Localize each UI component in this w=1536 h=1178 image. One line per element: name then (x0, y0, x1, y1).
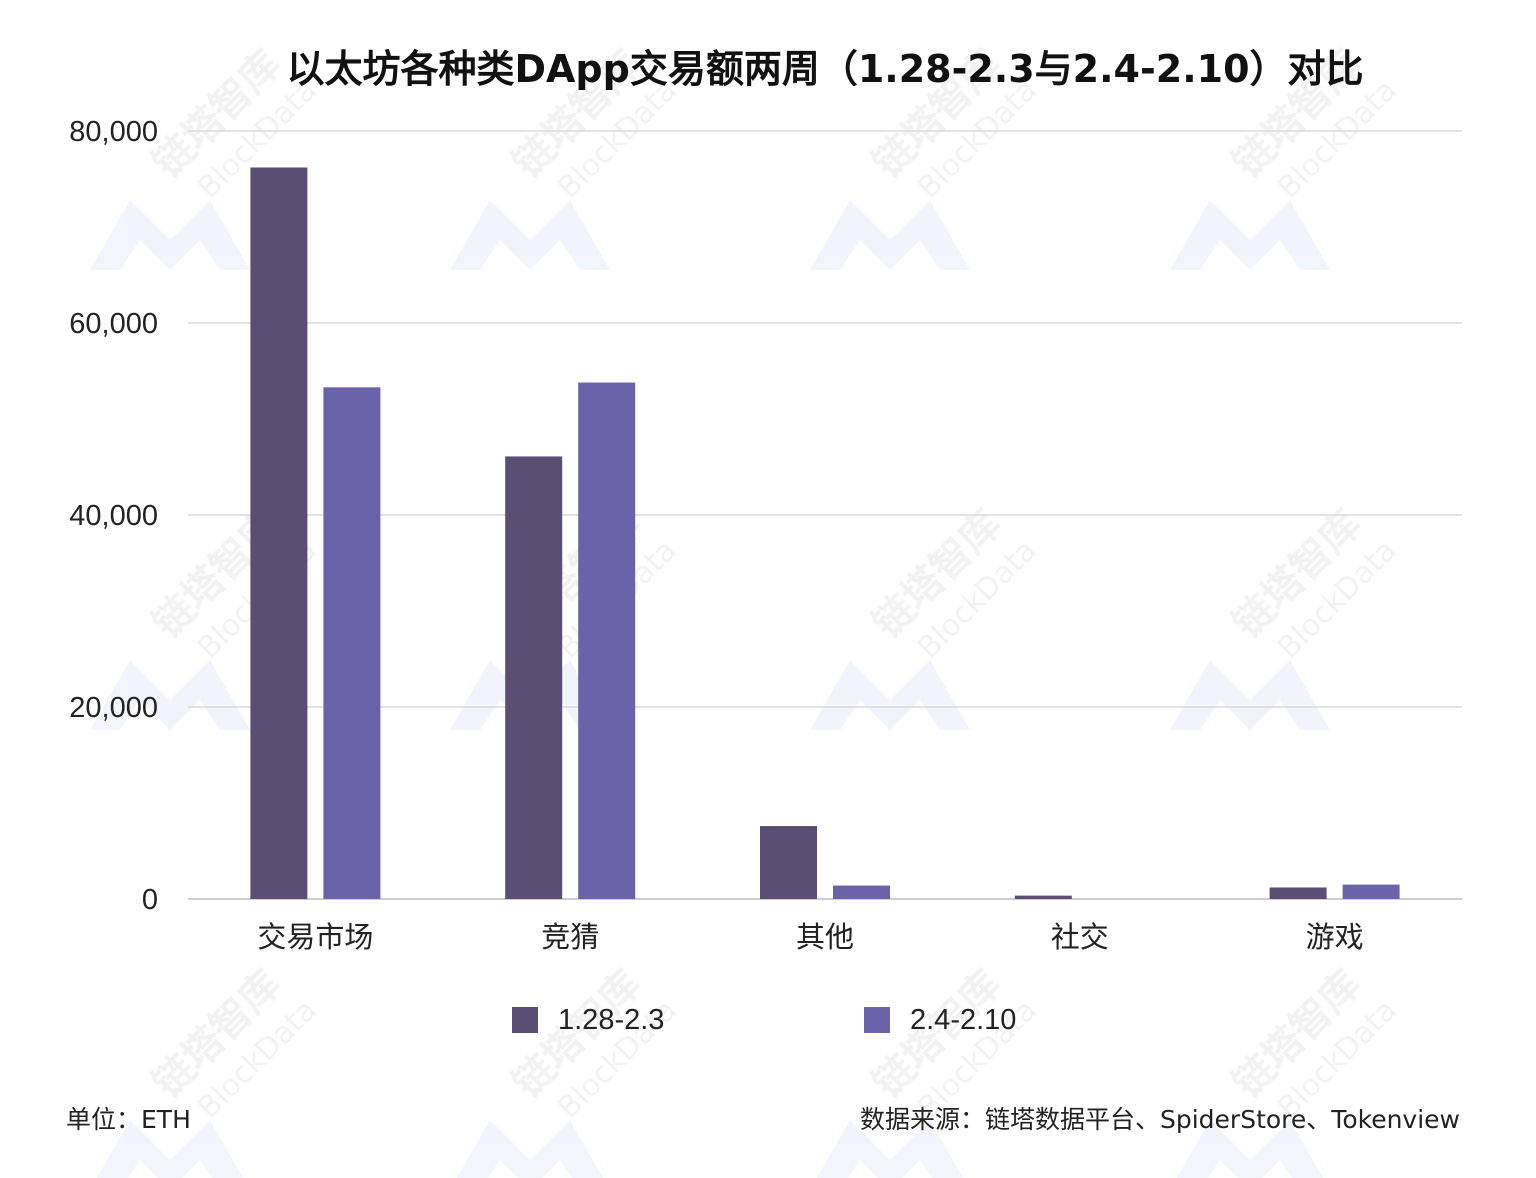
bar-1-3 (1014, 895, 1072, 899)
bar-1-0 (250, 167, 308, 900)
y-tick-label: 20,000 (69, 692, 158, 724)
bar-chart: 0 20,000 40,000 60,000 80,000 交易市场 竞猜 其他 社交 游戏 (69, 116, 1462, 954)
x-tick-label: 游戏 (1306, 920, 1364, 954)
source-note: 数据来源：链塔数据平台、SpiderStore、Tokenview (860, 1105, 1460, 1134)
chart-title: 以太坊各种类DApp交易额两周（1.28-2.3与2.4-2.10）对比 (286, 47, 1364, 91)
legend-item-series-1: 1.28-2.3 (512, 1000, 664, 1040)
legend-swatch-series-1 (512, 1007, 538, 1033)
bar-2-2 (833, 885, 890, 899)
bar-1-1 (505, 456, 563, 899)
bar-1-2 (760, 826, 817, 899)
y-tick-label: 80,000 (69, 116, 158, 148)
legend-label-series-2: 2.4-2.10 (910, 1003, 1017, 1036)
x-tick-label: 交易市场 (257, 920, 373, 954)
unit-note: 单位：ETH (66, 1105, 191, 1134)
y-tick-label: 40,000 (69, 500, 158, 532)
x-tick-label: 竞猜 (541, 920, 599, 954)
legend-label-series-1: 1.28-2.3 (558, 1003, 665, 1036)
legend: 1.28-2.3 2.4-2.10 (0, 1000, 1536, 1040)
watermark-logo-icon (456, 1120, 604, 1178)
x-tick-label: 其他 (796, 920, 854, 954)
legend-swatch-series-2 (864, 1007, 890, 1033)
bar-2-0 (323, 387, 381, 899)
legend-item-series-2: 2.4-2.10 (864, 1000, 1016, 1040)
y-tick-label: 0 (142, 884, 158, 916)
bar-2-1 (578, 382, 636, 899)
bar-2-4 (1342, 884, 1400, 899)
bar-1-4 (1269, 887, 1327, 899)
y-tick-label: 60,000 (69, 308, 158, 340)
x-tick-label: 社交 (1051, 920, 1109, 954)
